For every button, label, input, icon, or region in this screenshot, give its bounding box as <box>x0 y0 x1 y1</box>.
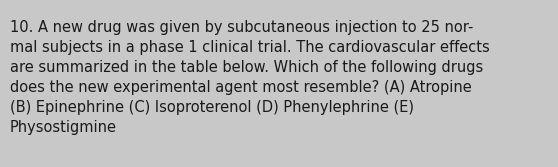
Text: 10. A new drug was given by subcutaneous injection to 25 nor-
mal subjects in a : 10. A new drug was given by subcutaneous… <box>10 20 490 135</box>
